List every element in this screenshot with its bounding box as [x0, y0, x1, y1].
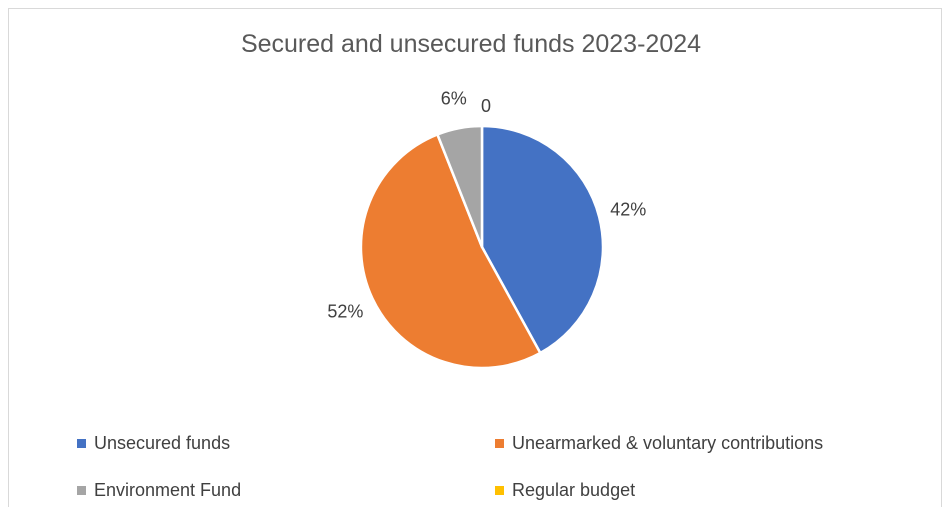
legend-label: Unsecured funds	[94, 433, 231, 453]
legend-item-environment-fund: Environment Fund	[77, 480, 241, 501]
chart-title: Secured and unsecured funds 2023-2024	[240, 30, 702, 58]
pie-slice-environment-fund	[436, 124, 484, 249]
legend-item-unsecured-funds: Unsecured funds	[77, 433, 230, 454]
data-label-regular-budget: 0	[481, 96, 491, 116]
legend-label: Unearmarked & voluntary contributions	[512, 433, 824, 453]
pie-slice-unsecured-funds	[480, 124, 605, 355]
legend-swatch	[495, 486, 504, 495]
legend-item-regular-budget: Regular budget	[495, 480, 635, 501]
legend-label: Environment Fund	[94, 480, 242, 500]
legend-swatch	[77, 439, 86, 448]
legend-swatch	[77, 486, 86, 495]
data-label-unsecured-funds: 42%	[610, 199, 646, 219]
legend-item-unearmarked-voluntary: Unearmarked & voluntary contributions	[495, 433, 823, 454]
data-label-environment-fund: 6%	[441, 89, 467, 109]
data-label-unearmarked-voluntary-contributions: 52%	[327, 301, 363, 321]
legend-label: Regular budget	[512, 480, 636, 500]
legend-swatch	[495, 439, 504, 448]
pie-slice-unearmarked-voluntary-contributions	[359, 133, 542, 370]
